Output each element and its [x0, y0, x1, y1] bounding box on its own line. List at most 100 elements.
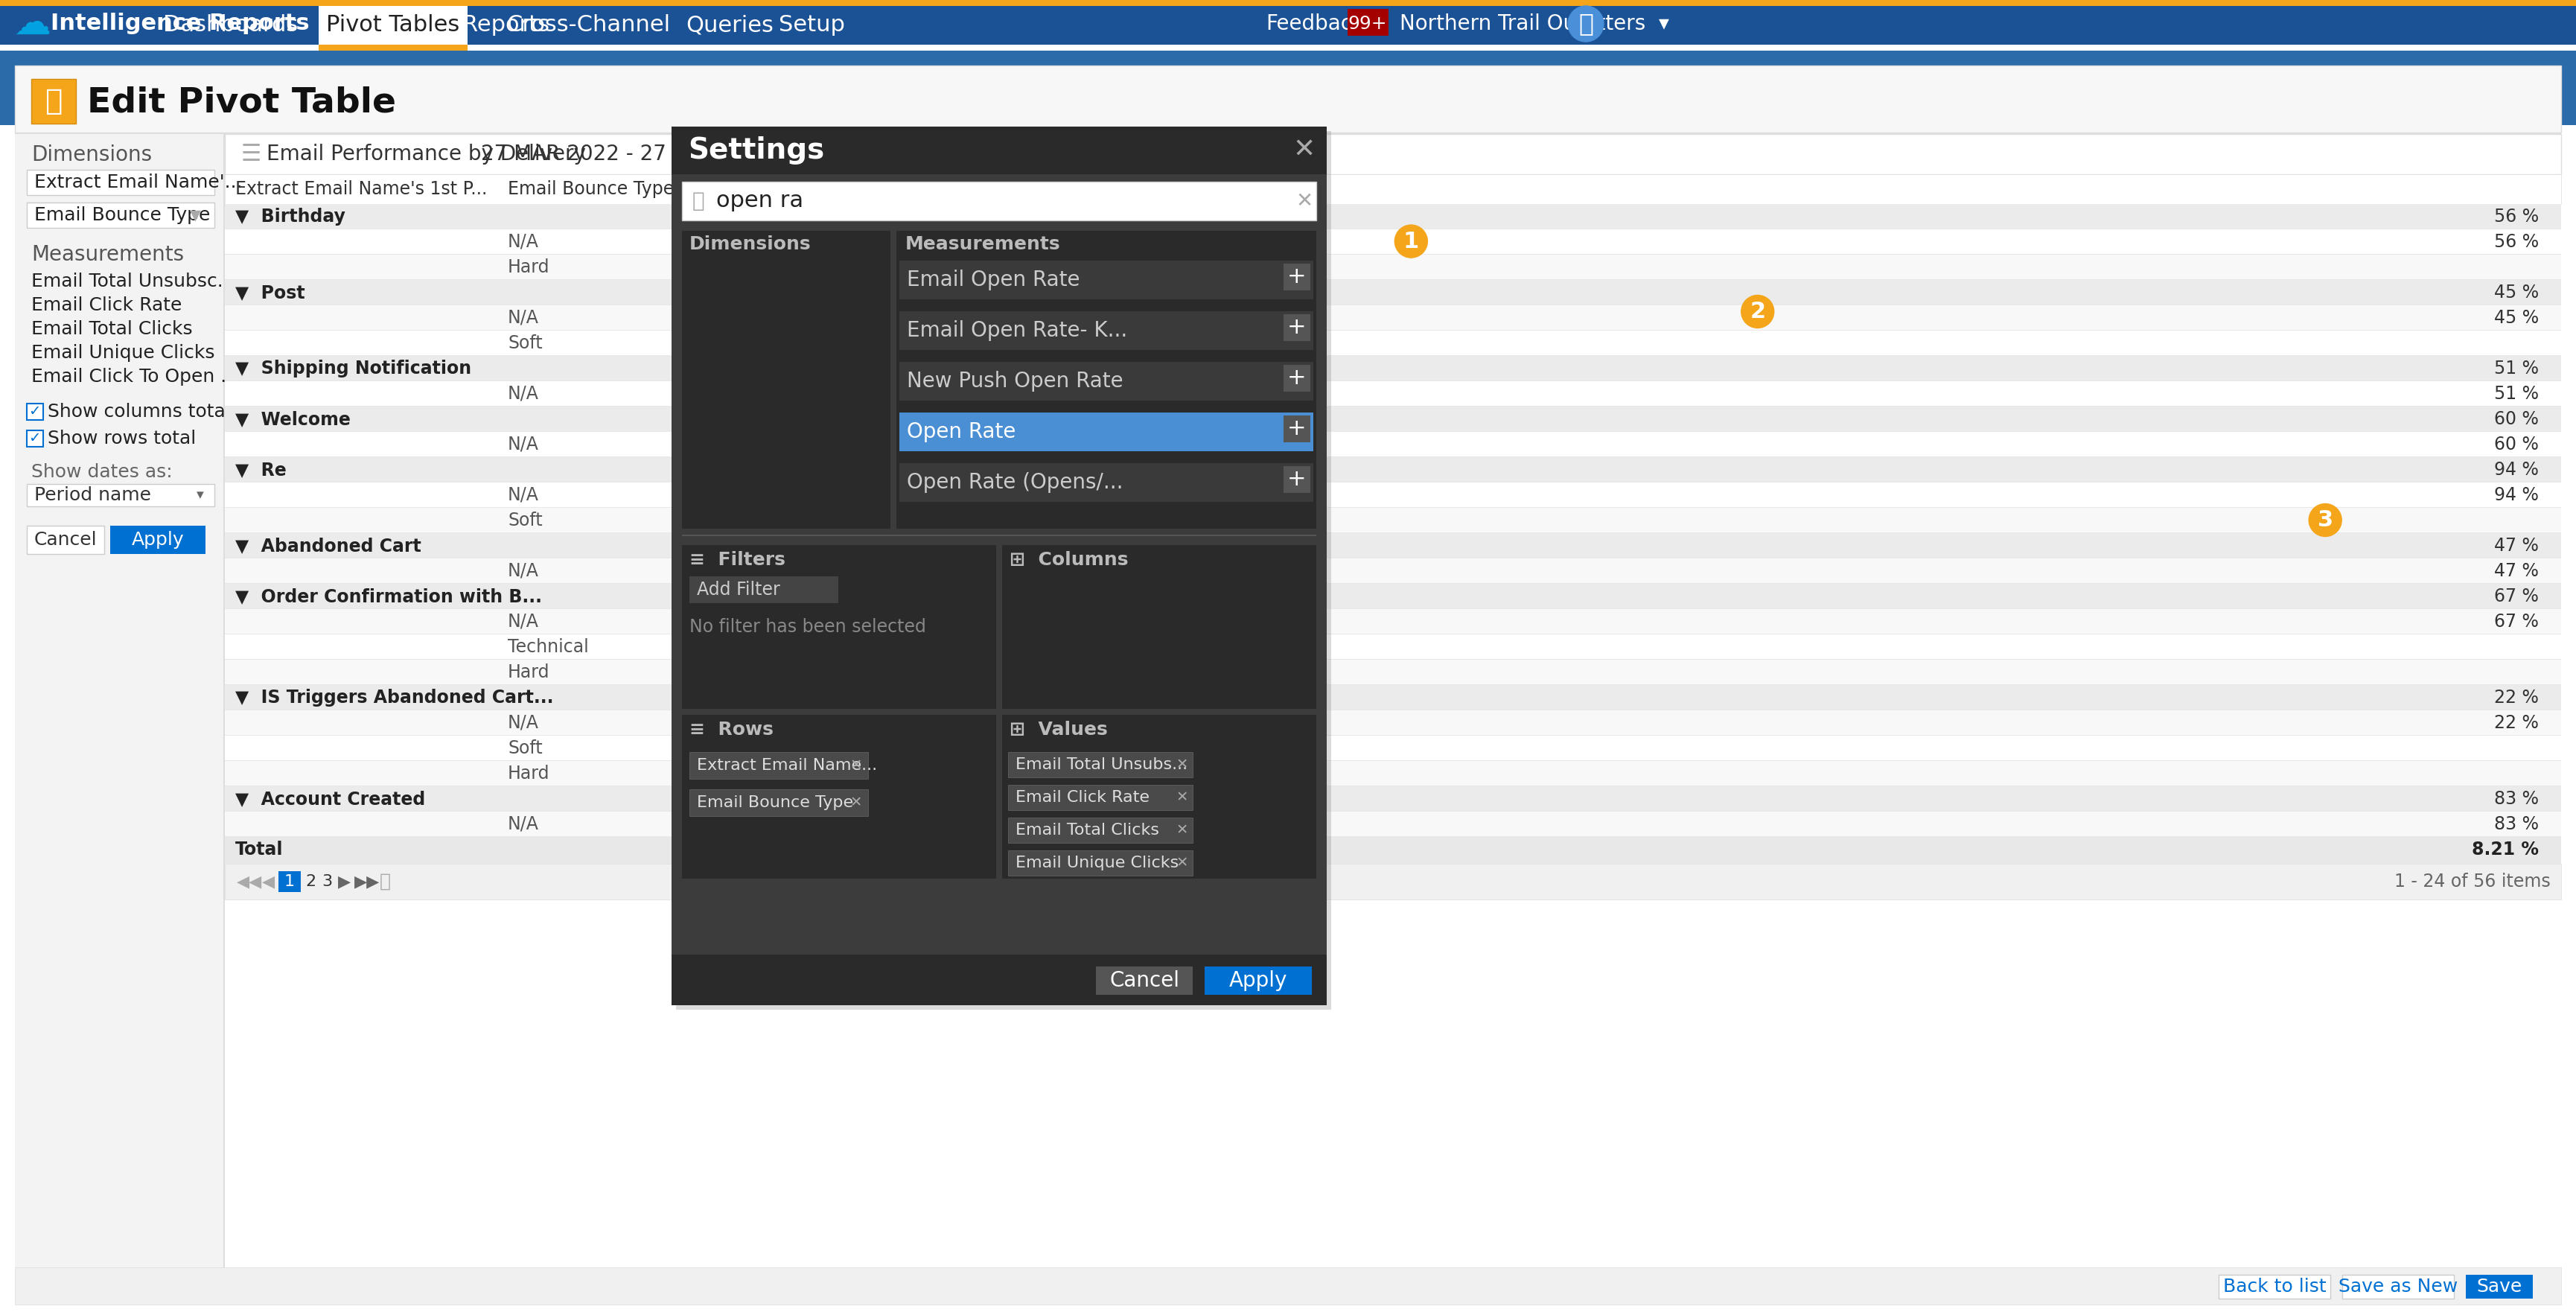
- Text: 3: 3: [2318, 509, 2334, 531]
- Bar: [224, 837, 2561, 863]
- Text: ✓: ✓: [28, 404, 41, 419]
- Bar: [1283, 365, 1311, 392]
- Text: Email Total Unsubs...: Email Total Unsubs...: [1015, 757, 1188, 773]
- Text: Hard: Hard: [507, 765, 549, 782]
- Bar: [224, 609, 2561, 635]
- Text: No filter has been selected: No filter has been selected: [690, 618, 927, 636]
- Bar: [224, 457, 2561, 483]
- Text: Total: Total: [234, 841, 283, 858]
- Text: 0: 0: [793, 512, 806, 530]
- Text: ▼  Birthday: ▼ Birthday: [234, 207, 345, 226]
- Text: Measurements: Measurements: [31, 244, 183, 265]
- Bar: [0, 51, 2576, 125]
- Text: Email Unique Clicks: Email Unique Clicks: [1015, 855, 1180, 870]
- Text: Email Click Rate: Email Click Rate: [835, 180, 979, 198]
- Text: Extract Email Name'...: Extract Email Name'...: [33, 173, 242, 192]
- Text: 60 %: 60 %: [2494, 436, 2540, 454]
- Text: N/A: N/A: [507, 487, 538, 504]
- Text: N/A: N/A: [507, 562, 538, 580]
- Text: 22 %: 22 %: [2494, 714, 2540, 732]
- Text: ≡  Filters: ≡ Filters: [690, 551, 786, 569]
- Text: Measurements: Measurements: [904, 235, 1061, 253]
- Bar: [1283, 466, 1311, 493]
- Bar: [672, 955, 1327, 1005]
- Text: 1,228: 1,228: [750, 283, 806, 302]
- Bar: [224, 660, 2561, 685]
- Text: N/A: N/A: [507, 714, 538, 732]
- Text: 67 %: 67 %: [2494, 613, 2540, 631]
- Text: 99+: 99+: [1347, 14, 1388, 33]
- Text: Email Click Rate: Email Click Rate: [1015, 790, 1149, 806]
- Text: ↗  Export: ↗ Export: [971, 147, 1061, 164]
- Bar: [224, 584, 2561, 609]
- Text: +: +: [1288, 468, 1306, 491]
- Bar: [0, 0, 2576, 7]
- Bar: [1002, 715, 1316, 879]
- Bar: [690, 576, 837, 604]
- Text: ▼  Re: ▼ Re: [234, 461, 286, 479]
- Bar: [0, 7, 319, 45]
- Text: +: +: [1288, 266, 1306, 287]
- Text: Email Click Rate: Email Click Rate: [31, 297, 183, 315]
- Bar: [26, 202, 214, 228]
- Bar: [1007, 850, 1193, 875]
- Text: 👤: 👤: [1579, 12, 1592, 37]
- Bar: [224, 205, 2561, 230]
- Bar: [690, 752, 868, 779]
- Text: Dimensions: Dimensions: [690, 235, 811, 253]
- Text: +: +: [1288, 316, 1306, 338]
- Bar: [683, 715, 997, 879]
- Bar: [2218, 1275, 2331, 1299]
- Bar: [1007, 817, 1193, 842]
- Bar: [2342, 1275, 2455, 1299]
- Bar: [26, 404, 44, 420]
- Bar: [224, 761, 2561, 786]
- Text: ▼  Abandoned Cart: ▼ Abandoned Cart: [234, 537, 422, 555]
- Bar: [1283, 315, 1311, 341]
- Text: 51 %: 51 %: [2494, 359, 2540, 378]
- Text: 13.16 %: 13.16 %: [850, 815, 922, 833]
- Text: Open Rate (Opens/...: Open Rate (Opens/...: [907, 472, 1123, 493]
- Text: 0.80 %: 0.80 %: [850, 562, 912, 580]
- Text: Save as New: Save as New: [2339, 1278, 2458, 1296]
- Text: 1 - 24 of 56 items: 1 - 24 of 56 items: [2396, 872, 2550, 891]
- Text: 13.70 %: 13.70 %: [850, 790, 930, 808]
- Text: open ra: open ra: [716, 190, 804, 211]
- Text: 2.20 %: 2.20 %: [850, 234, 912, 251]
- Text: 60 %: 60 %: [2494, 411, 2540, 428]
- Bar: [15, 66, 2561, 133]
- Text: 2.20 %: 2.20 %: [850, 207, 917, 226]
- Text: 3: 3: [322, 874, 332, 890]
- Text: 🔍: 🔍: [693, 190, 706, 211]
- Bar: [899, 412, 1314, 451]
- Bar: [15, 134, 224, 1298]
- Text: Email Total Clicks: Email Total Clicks: [1015, 823, 1159, 837]
- Text: Intelligence Reports: Intelligence Reports: [52, 13, 309, 34]
- Text: Email Bounce Type: Email Bounce Type: [698, 795, 853, 810]
- Text: ▼  Welcome: ▼ Welcome: [234, 411, 350, 428]
- Text: Email Click To Open ...: Email Click To Open ...: [31, 367, 240, 386]
- Text: 0.00 %: 0.00 %: [850, 765, 912, 782]
- Text: ▾: ▾: [196, 488, 204, 502]
- Text: Hard: Hard: [507, 664, 549, 681]
- Bar: [319, 45, 469, 51]
- Text: 73: 73: [781, 537, 806, 555]
- Text: Email Bounce Type: Email Bounce Type: [33, 206, 211, 224]
- Bar: [683, 534, 1316, 537]
- Bar: [1007, 785, 1193, 810]
- Text: Email Bounce Type: Email Bounce Type: [507, 180, 675, 198]
- Text: Settings: Settings: [688, 136, 824, 164]
- Bar: [319, 0, 469, 47]
- Bar: [224, 134, 2561, 1298]
- Bar: [26, 430, 44, 447]
- Text: 📋: 📋: [44, 87, 62, 115]
- Bar: [224, 174, 2561, 205]
- Text: 47 %: 47 %: [2494, 537, 2540, 555]
- Text: 0: 0: [793, 335, 806, 352]
- Text: 2.19 %: 2.19 %: [850, 384, 912, 403]
- Text: 10.45 %: 10.45 %: [850, 689, 930, 707]
- Text: Apply: Apply: [1229, 971, 1288, 991]
- Bar: [224, 279, 2561, 306]
- Text: N/A: N/A: [507, 815, 538, 833]
- Text: ✕: ✕: [1177, 757, 1188, 771]
